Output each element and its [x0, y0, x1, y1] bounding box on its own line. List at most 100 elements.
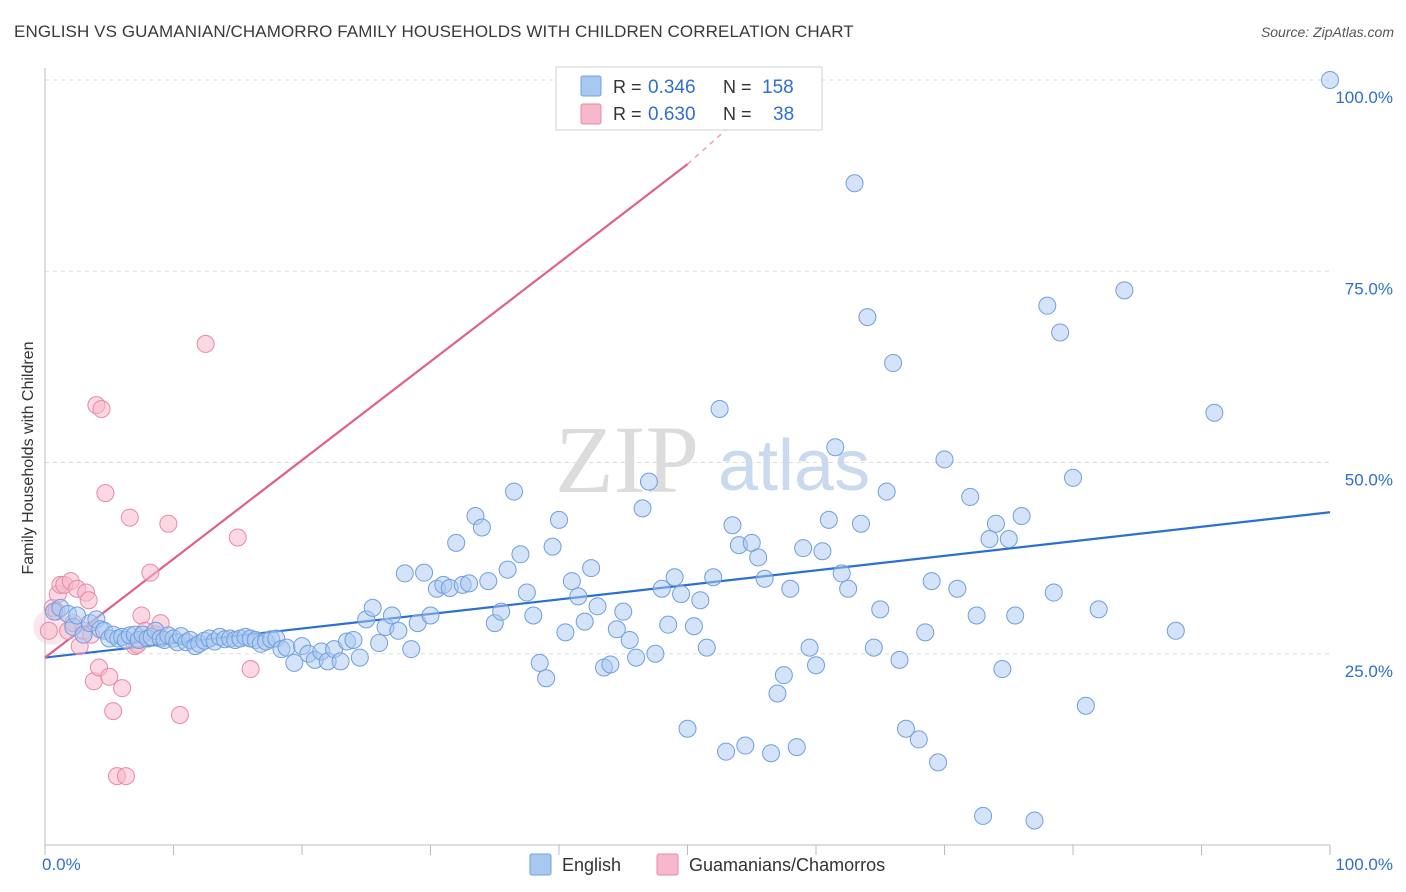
y-tick-label-2: 75.0% [1345, 279, 1393, 298]
point-english-142 [884, 354, 903, 373]
point-english-84 [511, 545, 530, 564]
point-english-149 [935, 450, 954, 469]
point-english-168 [1166, 621, 1185, 640]
point-english-158 [1006, 606, 1025, 625]
points-guamanians [33, 334, 260, 786]
point-guamanians-21 [104, 702, 123, 721]
point-english-58 [344, 630, 363, 649]
point-guamanians-37 [241, 660, 260, 679]
y-tick-label-3: 100.0% [1335, 88, 1393, 107]
point-english-140 [871, 600, 890, 619]
point-english-108 [665, 568, 684, 587]
legend-guam-n-label: N = [723, 104, 752, 124]
point-english-145 [909, 730, 928, 749]
y-axis-title: Family Households with Children [20, 342, 37, 575]
point-english-132 [819, 510, 838, 529]
point-guamanians-33 [159, 514, 178, 533]
point-english-74 [447, 533, 466, 552]
point-english-130 [807, 656, 825, 675]
point-english-116 [717, 742, 736, 761]
legend-english-r-value: 0.346 [648, 77, 696, 98]
point-guamanians-25 [120, 508, 139, 527]
point-english-114 [704, 568, 723, 587]
point-english-153 [974, 806, 993, 825]
point-english-169 [1205, 403, 1224, 422]
watermark-zip: ZIP [555, 406, 699, 513]
legend-guam-r-value: 0.630 [648, 104, 696, 125]
point-english-157 [999, 530, 1018, 548]
point-english-160 [1025, 811, 1044, 830]
point-english-110 [678, 719, 697, 738]
point-english-85 [517, 583, 536, 602]
point-english-90 [550, 510, 568, 529]
point-english-127 [787, 738, 806, 757]
legend-bottom-guam-swatch [656, 853, 679, 876]
y-tick-labels: 25.0% 50.0% 75.0% 100.0% [1335, 88, 1393, 681]
point-english-161 [1038, 296, 1057, 315]
point-guamanians-28 [132, 606, 151, 625]
y-tick-label-0: 25.0% [1345, 662, 1393, 681]
point-english-92 [562, 572, 581, 591]
point-english-136 [845, 174, 864, 193]
point-english-121 [749, 548, 768, 567]
point-english-81 [492, 602, 511, 621]
point-english-135 [839, 579, 858, 598]
point-english-111 [684, 617, 703, 636]
point-english-151 [961, 487, 980, 506]
point-english-98 [601, 655, 620, 674]
point-english-138 [858, 308, 877, 327]
point-english-76 [460, 574, 479, 593]
point-english-62 [370, 634, 389, 653]
chart-title: ENGLISH VS GUAMANIAN/CHAMORRO FAMILY HOU… [14, 22, 854, 41]
watermark: ZIP atlas [555, 406, 870, 513]
point-english-49 [285, 653, 304, 672]
point-english-61 [363, 598, 382, 617]
point-english-150 [948, 579, 967, 598]
x-tick-label-1: 100.0% [1335, 855, 1393, 874]
point-english-124 [768, 684, 787, 703]
legend-guam-r-label: R = [613, 104, 642, 124]
point-english-112 [691, 591, 710, 610]
point-english-96 [588, 597, 607, 616]
point-guamanians-30 [141, 563, 160, 582]
point-english-64 [382, 606, 401, 625]
point-english-94 [575, 612, 594, 631]
point-english-170 [1321, 71, 1339, 89]
point-english-128 [794, 539, 813, 558]
point-english-107 [659, 615, 678, 634]
point-english-139 [864, 638, 883, 657]
point-guamanians-0 [39, 621, 58, 640]
point-english-154 [980, 530, 999, 548]
legend-bottom-guam-label: Guamanians/Chamorros [689, 855, 885, 875]
point-english-102 [627, 648, 646, 667]
point-english-117 [723, 516, 742, 535]
point-english-109 [672, 585, 691, 604]
point-guamanians-19 [96, 484, 115, 503]
watermark-atlas: atlas [718, 426, 870, 506]
point-english-56 [331, 652, 350, 671]
point-english-104 [639, 472, 658, 491]
x-tick-labels: 0.0% 100.0% [42, 855, 1393, 874]
x-tick-label-0: 0.0% [42, 855, 81, 874]
point-english-163 [1051, 323, 1070, 342]
point-english-48 [277, 638, 296, 657]
legend-stats: R = 0.346 N = 158 R = 0.630 N = 38 [555, 66, 823, 131]
point-english-133 [826, 438, 845, 457]
point-english-99 [607, 620, 626, 639]
points-english [44, 71, 1339, 830]
axes [44, 68, 1331, 855]
point-guamanians-36 [228, 528, 247, 547]
point-english-59 [350, 648, 369, 667]
source-label: Source: ZipAtlas.com [1260, 24, 1394, 40]
point-guamanians-24 [116, 767, 135, 786]
point-english-113 [697, 638, 716, 657]
legend-english-swatch [580, 75, 602, 97]
point-english-134 [832, 564, 851, 583]
point-english-167 [1115, 281, 1134, 300]
point-guamanians-34 [170, 705, 189, 724]
point-guamanians-20 [100, 667, 119, 686]
legend-english-n-value: 158 [762, 77, 794, 98]
point-english-123 [762, 744, 781, 763]
point-english-155 [986, 514, 1005, 533]
